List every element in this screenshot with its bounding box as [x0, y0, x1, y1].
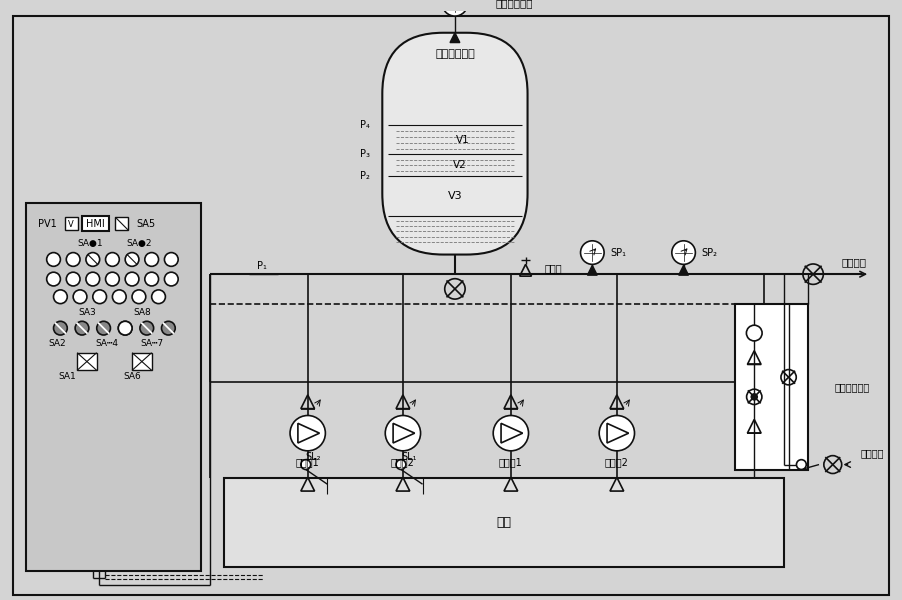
Circle shape: [796, 460, 806, 469]
Text: SA6: SA6: [124, 372, 141, 381]
Text: 稳压朷2: 稳压朷2: [605, 458, 629, 467]
Circle shape: [47, 253, 60, 266]
Text: 水池: 水池: [496, 516, 511, 529]
Text: 管网供水: 管网供水: [861, 448, 884, 458]
Polygon shape: [450, 33, 460, 43]
Text: V3: V3: [447, 191, 462, 200]
Circle shape: [132, 290, 146, 304]
Text: P₄: P₄: [360, 120, 370, 130]
Polygon shape: [587, 265, 597, 275]
Circle shape: [118, 321, 132, 335]
Text: V1: V1: [456, 135, 470, 145]
Circle shape: [106, 272, 119, 286]
Text: 隔膜式气压罐: 隔膜式气压罐: [435, 49, 474, 59]
Circle shape: [301, 460, 310, 469]
Circle shape: [53, 290, 68, 304]
Text: SA2: SA2: [49, 340, 66, 349]
Circle shape: [396, 460, 406, 469]
Bar: [132, 353, 152, 370]
Circle shape: [75, 321, 89, 335]
Circle shape: [290, 415, 326, 451]
Text: P₃: P₃: [360, 149, 370, 160]
Text: SL₁: SL₁: [401, 452, 417, 462]
Text: P₁: P₁: [257, 262, 266, 271]
Circle shape: [97, 321, 110, 335]
Text: V: V: [69, 220, 74, 229]
Text: HMI: HMI: [87, 219, 106, 229]
Circle shape: [164, 272, 179, 286]
Circle shape: [125, 272, 139, 286]
Circle shape: [125, 253, 139, 266]
Circle shape: [140, 321, 153, 335]
Circle shape: [746, 325, 762, 341]
Bar: [82, 216, 109, 231]
Text: SP₁: SP₁: [610, 248, 626, 257]
Text: 电接点压力表: 电接点压力表: [495, 0, 532, 8]
Bar: [26, 203, 201, 571]
Text: SA┅7: SA┅7: [140, 340, 163, 349]
Circle shape: [751, 394, 757, 400]
Text: 巡检灘压装置: 巡检灘压装置: [834, 382, 870, 392]
Circle shape: [145, 272, 159, 286]
Text: 消防朷1: 消防朷1: [296, 458, 319, 467]
Text: V2: V2: [453, 160, 466, 170]
Bar: [65, 217, 78, 230]
Circle shape: [73, 290, 87, 304]
Circle shape: [93, 290, 106, 304]
Circle shape: [86, 253, 99, 266]
Bar: [734, 304, 808, 470]
Circle shape: [442, 0, 467, 16]
Circle shape: [672, 241, 695, 265]
Circle shape: [118, 321, 132, 335]
Text: SA5: SA5: [136, 219, 155, 229]
Text: SP₂: SP₂: [701, 248, 717, 257]
Circle shape: [385, 415, 420, 451]
Text: SA1: SA1: [59, 372, 76, 381]
Text: SA●2: SA●2: [126, 239, 152, 248]
Polygon shape: [678, 265, 688, 275]
Circle shape: [599, 415, 634, 451]
Bar: [115, 217, 128, 230]
Text: SA8: SA8: [133, 308, 151, 317]
Text: SA3: SA3: [78, 308, 96, 317]
Circle shape: [152, 290, 165, 304]
Text: PV1: PV1: [38, 219, 57, 229]
Circle shape: [145, 253, 159, 266]
Text: 消防管网: 消防管网: [842, 257, 867, 268]
Text: 安全阀: 安全阀: [544, 263, 562, 273]
Circle shape: [113, 290, 126, 304]
Text: SL₂: SL₂: [306, 452, 321, 462]
Circle shape: [53, 321, 68, 335]
Circle shape: [106, 253, 119, 266]
Circle shape: [164, 253, 179, 266]
Text: SA●1: SA●1: [77, 239, 103, 248]
Text: 消防朷2: 消防朷2: [391, 458, 415, 467]
Bar: [77, 353, 97, 370]
Circle shape: [66, 253, 80, 266]
Text: P₂: P₂: [360, 171, 370, 181]
Circle shape: [161, 321, 175, 335]
Bar: [225, 478, 784, 566]
Text: SA┅4: SA┅4: [95, 340, 118, 349]
FancyBboxPatch shape: [382, 33, 528, 254]
Circle shape: [86, 272, 99, 286]
Circle shape: [66, 272, 80, 286]
Circle shape: [493, 415, 529, 451]
Circle shape: [47, 272, 60, 286]
Circle shape: [581, 241, 604, 265]
Text: 稳压朷1: 稳压朷1: [499, 458, 523, 467]
